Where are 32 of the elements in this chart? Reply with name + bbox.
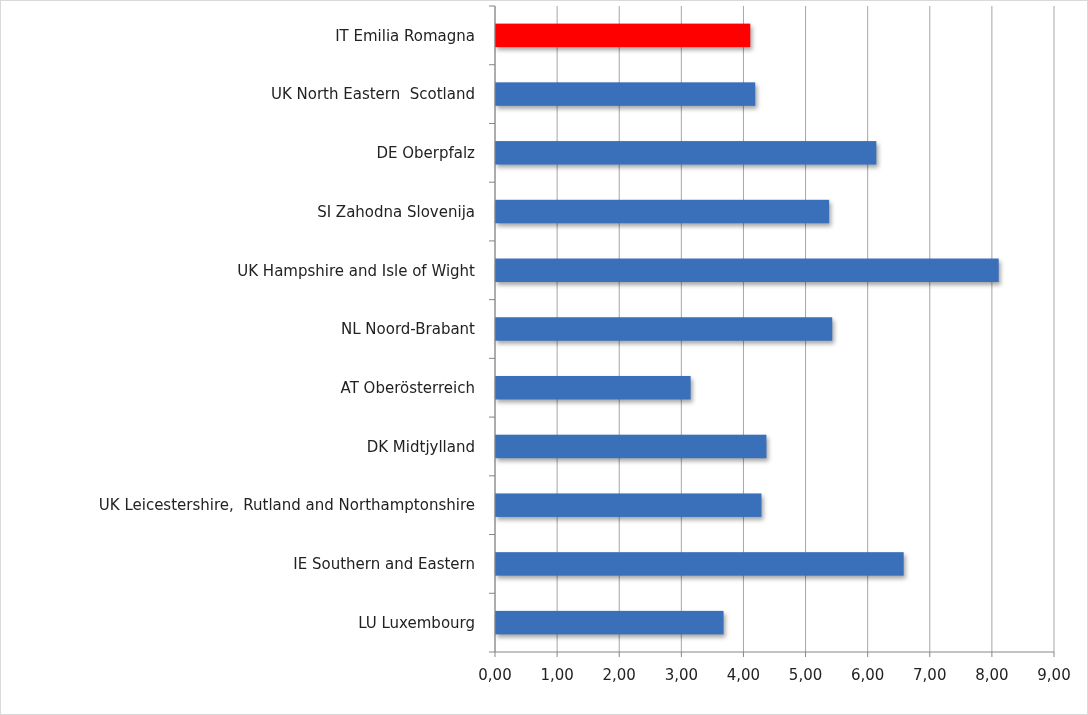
y-tick-label: IE Southern and Eastern [293,555,475,574]
bar [495,141,877,165]
bar [495,258,999,283]
x-tick-label: 6,00 [850,666,885,684]
y-tick-label: AT Oberösterreich [340,378,475,397]
bar [495,493,762,517]
y-tick-label: DK Midtjylland [366,437,475,456]
x-tick-label: 4,00 [726,666,761,684]
x-tick-label: 5,00 [788,666,823,684]
x-tick-label: 3,00 [664,666,699,684]
y-tick-label: NL Noord-Brabant [341,320,476,339]
y-tick-label: SI Zahodna Slovenija [317,202,475,221]
y-tick-label: UK North Eastern Scotland [270,85,475,104]
bar [495,610,724,635]
bar [495,23,751,48]
bar [495,199,830,224]
x-tick-label: 7,00 [913,666,947,684]
x-tick-label: 2,00 [602,666,636,684]
bar [495,82,756,106]
bar [495,375,691,400]
bar [495,552,904,576]
x-tick-label: 1,00 [540,666,574,684]
y-tick-label: IT Emilia Romagna [335,26,475,45]
y-tick-label: DE Oberpfalz [376,144,476,163]
x-tick-label: 8,00 [975,666,1009,684]
y-tick-label: UK Hampshire and Isle of Wight [237,261,476,280]
bar [495,317,833,341]
bar [495,434,767,459]
x-tick-label: 9,00 [1037,666,1071,684]
y-tick-label: LU Luxembourg [358,613,475,632]
y-tick-label: UK Leicestershire, Rutland and Northamptonshire [98,496,475,515]
x-tick-label: 0,00 [478,666,512,684]
